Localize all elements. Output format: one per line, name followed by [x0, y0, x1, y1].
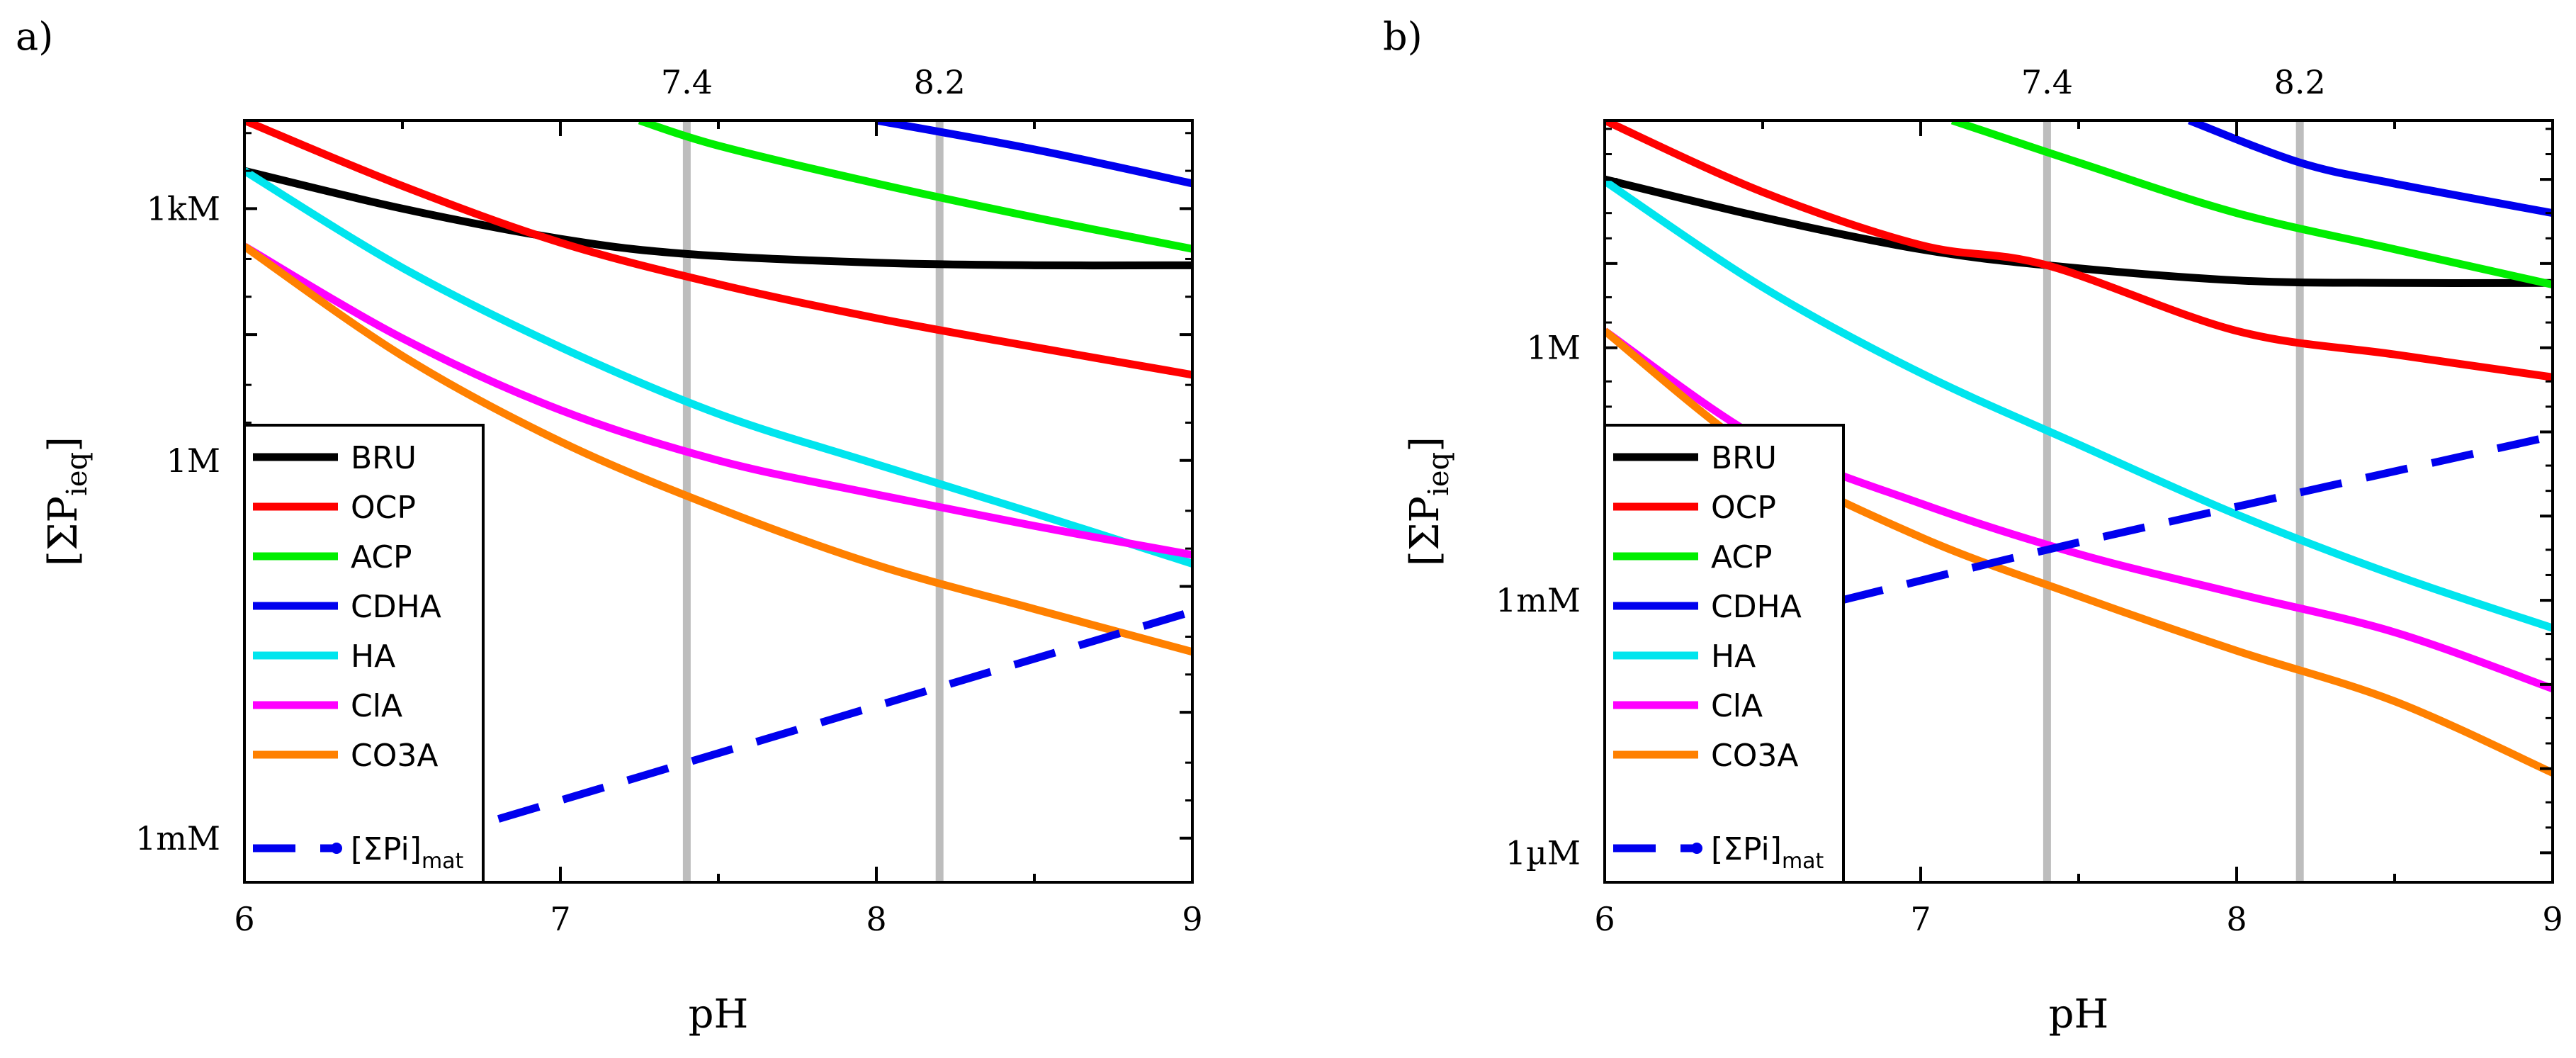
x-tick-label: 6	[234, 900, 254, 938]
x-tick-label: 6	[1594, 900, 1615, 938]
series-line-ocp	[1605, 120, 2553, 381]
legend-label: OCP	[1711, 490, 1776, 526]
legend-label: [ΣPi]mat	[351, 831, 464, 874]
reference-line-label: 7.4	[661, 63, 713, 101]
legend-marker	[331, 843, 342, 854]
series-group	[244, 120, 1192, 843]
legend-label-main: ClA	[1711, 688, 1763, 724]
y-axis-label-sub: i	[1423, 487, 1455, 496]
legend-label: CO3A	[1711, 738, 1798, 774]
legend-label-main: BRU	[1711, 440, 1777, 476]
legend-label-main: OCP	[1711, 490, 1776, 526]
series-line-ha	[1605, 177, 2553, 632]
legend-label: HA	[351, 638, 395, 675]
series-line-co3a	[244, 243, 1192, 656]
x-tick-label: 7	[550, 900, 570, 938]
x-tick-label: 8	[2226, 900, 2247, 938]
legend-label: ACP	[351, 539, 412, 575]
y-tick-label: 1µM	[1506, 833, 1581, 872]
series-line-acp	[638, 120, 1192, 253]
legend: BRU OCP ACP CDHA HA ClA CO3A [ΣPi]mat	[243, 424, 485, 884]
y-axis-label-sub2: eq	[61, 452, 94, 487]
y-tick-label: 1mM	[1496, 581, 1581, 619]
legend: BRU OCP ACP CDHA HA ClA CO3A [ΣPi]mat	[1603, 424, 1845, 884]
reference-line-label: 8.2	[914, 63, 966, 101]
y-axis-label-sub: i	[61, 487, 94, 496]
y-tick-label: 1M	[1527, 329, 1581, 367]
y-axis-label-main: [ΣP	[40, 496, 86, 566]
x-axis-label: pH	[689, 991, 749, 1037]
chart-panel-1: 7.4 8.2 6 7 8 9 1mM 1M 1kM pH [ΣPieq] a) BRU OCP ACP CD…	[16, 14, 1203, 1037]
legend-label-main: [ΣPi]	[351, 831, 422, 867]
legend-label: [ΣPi]mat	[1711, 831, 1824, 874]
x-axis-label: pH	[2049, 991, 2109, 1037]
legend-label: CDHA	[351, 589, 441, 625]
y-axis-label-close: ]	[40, 437, 86, 452]
legend-label-main: [ΣPi]	[1711, 831, 1782, 867]
legend-label-main: HA	[1711, 638, 1756, 675]
series-line-bru	[1605, 175, 2553, 288]
legend-label-main: ACP	[1711, 539, 1773, 575]
series-group	[1605, 120, 2553, 777]
series-line-cla	[244, 242, 1192, 559]
legend-label: HA	[1711, 638, 1756, 675]
legend-label: CDHA	[1711, 589, 1802, 625]
y-axis-label: [ΣPieq]	[40, 437, 94, 566]
y-axis-label-close: ]	[1402, 437, 1448, 452]
legend-marker	[1691, 843, 1702, 854]
legend-label-main: CO3A	[1711, 738, 1798, 774]
panel-label: a)	[16, 14, 53, 59]
series-line-bru	[244, 167, 1192, 270]
legend-label-main: ClA	[351, 688, 402, 724]
reference-line-label: 7.4	[2021, 63, 2073, 101]
legend-label-main: CDHA	[351, 589, 441, 625]
series-line-cdha	[876, 120, 1192, 188]
reference-line-label: 8.2	[2274, 63, 2326, 101]
y-tick-label: 1mM	[135, 819, 220, 857]
x-tick-label: 9	[2542, 900, 2563, 938]
legend-label: ClA	[351, 688, 402, 724]
legend-label-sub: mat	[1782, 849, 1824, 874]
series-line-cdha	[2188, 120, 2553, 218]
legend-label-main: BRU	[351, 440, 417, 476]
legend-label: ACP	[1711, 539, 1773, 575]
y-axis-label-main: [ΣP	[1402, 496, 1448, 566]
x-tick-label: 7	[1910, 900, 1931, 938]
x-tick-label: 9	[1182, 900, 1202, 938]
series-line-acp	[1950, 120, 2553, 288]
series-line-ocp	[244, 120, 1192, 379]
panel-label: b)	[1383, 14, 1423, 59]
series-line-pi	[1841, 432, 2553, 604]
y-axis-label: [ΣPieq]	[1402, 437, 1455, 566]
chart-panel-2: 7.4 8.2 6 7 8 9 1µM 1mM 1M pH [ΣPieq] b) BRU OCP ACP CD…	[1383, 14, 2563, 1037]
legend-label-sub: mat	[422, 849, 464, 874]
legend-label: OCP	[351, 490, 416, 526]
series-line-ha	[244, 167, 1192, 568]
y-axis-label-sub2: eq	[1423, 452, 1455, 487]
y-tick-label: 1M	[166, 441, 220, 480]
legend-label: BRU	[351, 440, 417, 476]
y-tick-label: 1kM	[147, 189, 220, 227]
legend-label: CO3A	[351, 738, 438, 774]
legend-label-main: CO3A	[351, 738, 438, 774]
legend-label-main: HA	[351, 638, 395, 675]
legend-label-main: OCP	[351, 490, 416, 526]
x-tick-label: 8	[866, 900, 886, 938]
legend-label: ClA	[1711, 688, 1763, 724]
legend-label-main: CDHA	[1711, 589, 1802, 625]
series-line-pi	[433, 607, 1192, 843]
legend-label: BRU	[1711, 440, 1777, 476]
legend-label-main: ACP	[351, 539, 412, 575]
